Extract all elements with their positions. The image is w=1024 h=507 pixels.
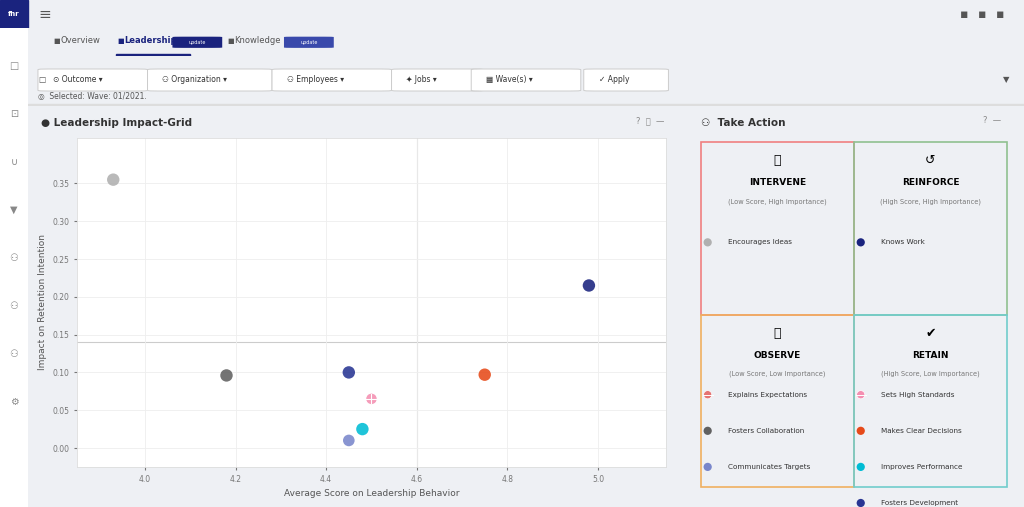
Text: ■: ■	[227, 38, 233, 44]
Text: ⚇: ⚇	[9, 253, 18, 263]
FancyBboxPatch shape	[38, 69, 147, 91]
Text: ▪: ▪	[961, 8, 969, 20]
FancyBboxPatch shape	[284, 37, 334, 48]
FancyBboxPatch shape	[471, 69, 581, 91]
Text: ■: ■	[118, 38, 124, 44]
Point	[581, 281, 597, 289]
Text: ⚇ Organization ▾: ⚇ Organization ▾	[163, 76, 227, 85]
Text: RETAIN: RETAIN	[912, 351, 948, 359]
Text: ✦ Jobs ▾: ✦ Jobs ▾	[407, 76, 437, 85]
Text: □: □	[9, 61, 18, 71]
Text: Overview: Overview	[60, 36, 100, 45]
Text: Knowledge: Knowledge	[234, 36, 281, 45]
Text: Sets High Standards: Sets High Standards	[881, 392, 954, 397]
Text: Encourages Ideas: Encourages Ideas	[728, 239, 793, 245]
Point	[354, 425, 371, 433]
Text: □: □	[38, 76, 45, 85]
Text: (High Score, Low Importance): (High Score, Low Importance)	[881, 371, 980, 377]
Text: ▼: ▼	[10, 205, 17, 215]
Text: Communicates Targets: Communicates Targets	[728, 464, 810, 470]
Text: (Low Score, Low Importance): (Low Score, Low Importance)	[729, 371, 825, 377]
Text: Makes Clear Decisions: Makes Clear Decisions	[881, 428, 962, 434]
Point	[341, 369, 357, 377]
Point	[272, 125, 289, 133]
Text: ▪: ▪	[978, 8, 986, 20]
Text: ↺: ↺	[926, 154, 936, 167]
Text: ≡: ≡	[39, 7, 51, 21]
FancyBboxPatch shape	[391, 69, 483, 91]
Text: ⊡: ⊡	[10, 109, 18, 119]
Text: REINFORCE: REINFORCE	[902, 178, 959, 187]
Point	[218, 372, 234, 380]
Point	[105, 175, 122, 184]
Text: (Low Score, High Importance): (Low Score, High Importance)	[728, 198, 826, 205]
Text: Fosters Development: Fosters Development	[881, 500, 958, 506]
Text: ⚇ Employees ▾: ⚇ Employees ▾	[287, 76, 344, 85]
Point	[364, 395, 380, 403]
Text: ▦ Wave(s) ▾: ▦ Wave(s) ▾	[486, 76, 532, 85]
FancyBboxPatch shape	[147, 69, 272, 91]
Text: update: update	[300, 40, 317, 45]
Text: ⊙ Outcome ▾: ⊙ Outcome ▾	[53, 76, 102, 85]
Y-axis label: Impact on Retention Intention: Impact on Retention Intention	[38, 235, 47, 371]
Text: ▪: ▪	[996, 8, 1005, 20]
Text: ▼: ▼	[1002, 76, 1009, 85]
X-axis label: Average Score on Leadership Behavior: Average Score on Leadership Behavior	[284, 489, 459, 498]
Point	[476, 371, 493, 379]
FancyBboxPatch shape	[584, 69, 669, 91]
Text: ∪: ∪	[10, 157, 17, 167]
Text: ■: ■	[53, 38, 59, 44]
Bar	[116, 54, 190, 56]
Text: ⚇: ⚇	[9, 349, 18, 359]
Text: Knows Work: Knows Work	[881, 239, 925, 245]
Text: 👁: 👁	[774, 327, 781, 340]
Text: ?  —: ? —	[983, 116, 1001, 125]
Text: ✔: ✔	[926, 327, 936, 340]
Text: INTERVENE: INTERVENE	[749, 178, 806, 187]
Point	[341, 437, 357, 445]
Text: ⚇: ⚇	[9, 301, 18, 311]
Text: (High Score, High Importance): (High Score, High Importance)	[880, 198, 981, 205]
Point	[364, 395, 380, 403]
Text: update: update	[188, 40, 206, 45]
Text: 🔥: 🔥	[774, 154, 781, 167]
Text: OBSERVE: OBSERVE	[754, 351, 801, 359]
Text: ● Leadership Impact-Grid: ● Leadership Impact-Grid	[41, 118, 193, 128]
FancyBboxPatch shape	[172, 37, 222, 48]
Text: ◎  Selected: Wave: 01/2021.: ◎ Selected: Wave: 01/2021.	[38, 92, 146, 101]
Text: fhr: fhr	[8, 11, 19, 17]
Text: Leadership: Leadership	[125, 36, 177, 45]
FancyBboxPatch shape	[272, 69, 391, 91]
Text: Fosters Collaboration: Fosters Collaboration	[728, 428, 804, 434]
Text: Explains Expectations: Explains Expectations	[728, 392, 807, 397]
Text: ✓ Apply: ✓ Apply	[599, 76, 629, 85]
Text: Improves Performance: Improves Performance	[881, 464, 963, 470]
Text: ⚙: ⚙	[9, 396, 18, 407]
Bar	[28, 104, 1024, 106]
Point	[272, 125, 289, 133]
Text: ?  ⤢  —: ? ⤢ —	[637, 116, 665, 125]
Bar	[0, 0, 28, 28]
Text: ⚇  Take Action: ⚇ Take Action	[700, 118, 785, 128]
